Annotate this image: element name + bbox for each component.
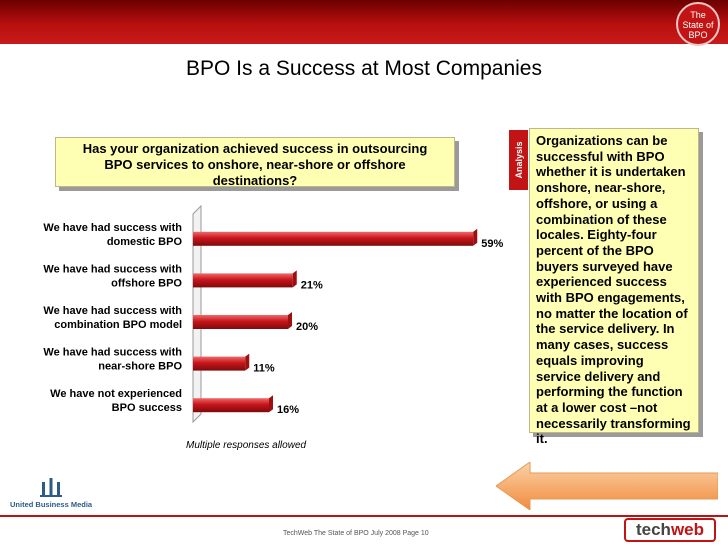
slide-title: BPO Is a Success at Most Companies	[0, 57, 728, 81]
category-label-3-line-1: near-shore BPO	[98, 361, 182, 373]
bar-chart: 59% We have had success with domestic BPO 2…	[43, 204, 503, 424]
state-of-bpo-badge: The State of BPO	[676, 2, 720, 46]
category-label-4-line-0: We have not experienced	[50, 388, 182, 400]
value-label-3: 11%	[253, 363, 275, 375]
bar-4	[193, 398, 269, 413]
bar-2	[193, 315, 288, 329]
ubm-logo-text: United Business Media	[10, 500, 93, 509]
badge-line-1: The	[690, 10, 706, 20]
category-label-2-line-1: combination BPO model	[54, 319, 182, 331]
techweb-logo-part2: web	[670, 520, 705, 539]
survey-question-callout: Has your organization achieved success i…	[55, 137, 455, 188]
survey-question-text: Has your organization achieved success i…	[82, 141, 428, 188]
badge-line-2: State of	[682, 20, 714, 30]
value-label-1: 21%	[301, 279, 323, 291]
category-label-0-line-0: We have had success with	[43, 222, 182, 234]
badge-line-3: BPO	[688, 30, 708, 40]
analysis-tab: Analysis	[509, 130, 528, 190]
analysis-tab-label: Analysis	[513, 141, 524, 179]
bar-cap-3	[245, 353, 250, 371]
category-label-4-line-1: BPO success	[112, 402, 182, 414]
header-bar	[0, 0, 728, 44]
bar-cap-4	[269, 395, 273, 413]
category-label-1-line-1: offshore BPO	[111, 277, 182, 289]
analysis-text: Organizations can be successful with BPO…	[536, 133, 691, 447]
techweb-logo: techweb	[624, 518, 716, 542]
value-label-0: 59%	[481, 238, 503, 250]
left-arrow-icon	[496, 462, 718, 510]
footer-page-info: TechWeb The State of BPO July 2008 Page …	[283, 530, 429, 537]
bar-1	[193, 273, 293, 288]
category-label-0-line-1: domestic BPO	[107, 236, 183, 248]
bar-3	[193, 356, 246, 371]
bar-cap-0	[473, 228, 478, 246]
category-label-3-line-0: We have had success with	[43, 347, 182, 359]
analysis-callout: Organizations can be successful with BPO…	[529, 128, 699, 446]
chart-footnote: Multiple responses allowed	[186, 440, 307, 451]
bar-0	[193, 231, 474, 246]
value-label-2: 20%	[296, 321, 318, 333]
value-label-4: 16%	[277, 404, 299, 416]
footer-divider	[0, 515, 728, 517]
category-label-1-line-0: We have had success with	[43, 263, 182, 275]
ubm-logo: United Business Media	[10, 478, 120, 518]
bar-cap-1	[292, 270, 297, 288]
category-label-2-line-0: We have had success with	[43, 305, 182, 317]
bar-cap-2	[288, 312, 292, 329]
techweb-logo-part1: tech	[635, 520, 671, 539]
ubm-logo-icon	[40, 478, 62, 497]
slide-title-text: BPO Is a Success at Most Companies	[186, 57, 542, 80]
